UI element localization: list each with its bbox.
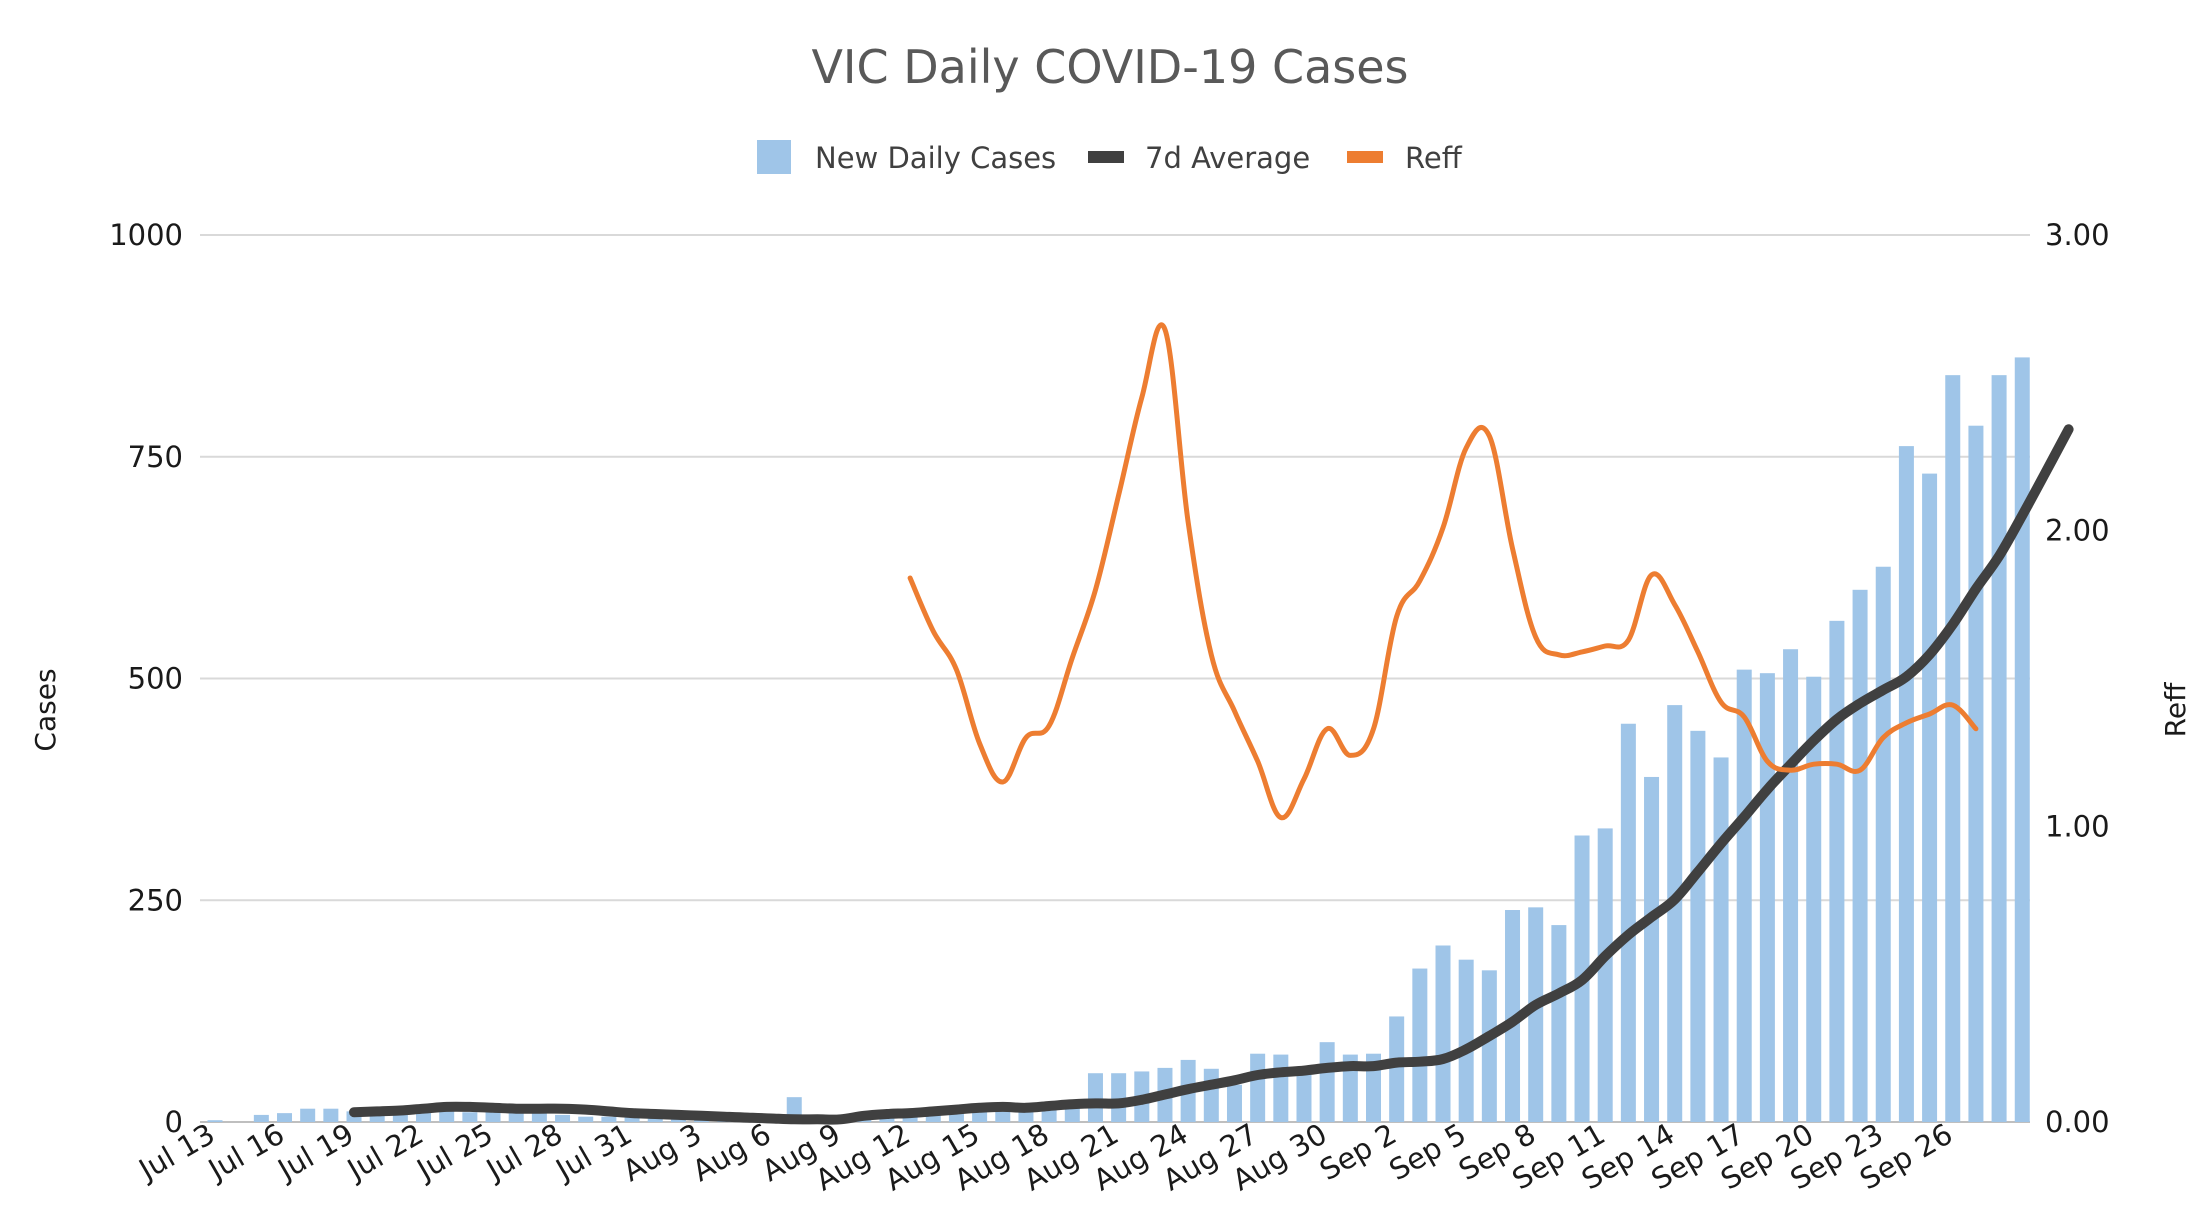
bar-new-daily-cases: [1783, 649, 1799, 1122]
bar-new-daily-cases: [1203, 1068, 1219, 1122]
y-tick-label: 1000: [109, 218, 183, 252]
bar-new-daily-cases: [207, 1120, 223, 1122]
bar-new-daily-cases: [1898, 446, 1914, 1123]
legend-swatch-7d-average: [1088, 151, 1124, 163]
bar-new-daily-cases: [1713, 757, 1729, 1122]
gridlines: [200, 234, 2030, 1123]
x-tick-label: Jul 28: [479, 1117, 568, 1188]
bar-new-daily-cases: [1528, 907, 1544, 1122]
bar-new-daily-cases: [253, 1114, 269, 1122]
bar-new-daily-cases: [1458, 959, 1474, 1122]
bar-series-new-daily-cases: [207, 357, 2030, 1123]
y2-tick-label: 1.00: [2045, 809, 2110, 843]
bar-new-daily-cases: [1389, 1016, 1405, 1122]
x-tick-label: Jul 31: [549, 1117, 638, 1188]
bar-new-daily-cases: [1667, 705, 1683, 1122]
bar-new-daily-cases: [1273, 1054, 1289, 1122]
x-tick-label: Jul 22: [340, 1117, 429, 1188]
bar-new-daily-cases: [647, 1118, 663, 1122]
bar-new-daily-cases: [601, 1116, 617, 1122]
legend-label-reff: Reff: [1405, 141, 1463, 175]
x-tick-label: Aug 3: [617, 1117, 707, 1189]
bar-new-daily-cases: [1759, 673, 1775, 1122]
legend-swatch-new-daily-cases: [757, 140, 791, 174]
bar-new-daily-cases: [624, 1117, 640, 1122]
bar-new-daily-cases: [323, 1108, 339, 1122]
bar-new-daily-cases: [1875, 566, 1891, 1122]
bar-new-daily-cases: [508, 1112, 524, 1122]
x-tick-label: Jul 19: [271, 1117, 360, 1188]
bar-new-daily-cases: [1736, 669, 1752, 1122]
bar-new-daily-cases: [1481, 970, 1497, 1122]
bar-new-daily-cases: [1644, 776, 1660, 1122]
bar-new-daily-cases: [1226, 1084, 1242, 1122]
bar-new-daily-cases: [1945, 375, 1961, 1122]
x-tick-label: Sep 5: [1383, 1117, 1471, 1188]
bar-new-daily-cases: [1342, 1054, 1358, 1122]
bar-new-daily-cases: [1111, 1073, 1127, 1122]
bar-new-daily-cases: [1319, 1042, 1335, 1122]
bar-new-daily-cases: [531, 1113, 547, 1122]
y-axis-ticks: 0 250 500 750 1000: [109, 218, 183, 1139]
y-tick-label: 250: [128, 883, 183, 917]
bar-new-daily-cases: [2014, 357, 2030, 1122]
y2-tick-label: 3.00: [2045, 218, 2110, 252]
y2-axis-ticks: 0.00 1.00 2.00 3.00: [2045, 218, 2110, 1139]
x-tick-label: Sep 2: [1314, 1117, 1402, 1188]
bar-new-daily-cases: [439, 1111, 455, 1122]
bar-new-daily-cases: [1250, 1053, 1266, 1122]
bar-new-daily-cases: [1852, 589, 1868, 1122]
bar-new-daily-cases: [277, 1113, 293, 1122]
bar-new-daily-cases: [1806, 676, 1822, 1122]
x-tick-label: Jul 25: [410, 1117, 499, 1188]
bar-new-daily-cases: [1922, 473, 1938, 1122]
y2-tick-label: 0.00: [2045, 1105, 2110, 1139]
bar-new-daily-cases: [369, 1111, 385, 1122]
bar-new-daily-cases: [1690, 730, 1706, 1122]
bar-new-daily-cases: [925, 1112, 941, 1122]
bar-new-daily-cases: [1829, 620, 1845, 1122]
y-tick-label: 750: [128, 440, 183, 474]
bar-new-daily-cases: [1296, 1067, 1312, 1122]
bar-new-daily-cases: [1087, 1073, 1103, 1122]
bar-new-daily-cases: [694, 1120, 710, 1122]
bar-new-daily-cases: [1991, 375, 2007, 1122]
legend-swatch-reff: [1347, 151, 1383, 163]
x-tick-label: Jul 16: [201, 1117, 290, 1188]
bar-new-daily-cases: [578, 1116, 594, 1122]
bar-new-daily-cases: [1968, 425, 1984, 1123]
bar-new-daily-cases: [1551, 925, 1567, 1122]
x-tick-label: Aug 6: [687, 1117, 777, 1189]
y-axis-title: Cases: [29, 668, 62, 751]
bar-new-daily-cases: [555, 1114, 571, 1122]
bar-new-daily-cases: [416, 1111, 432, 1122]
legend: New Daily Cases 7d Average Reff: [757, 140, 1463, 175]
bar-new-daily-cases: [1435, 945, 1451, 1122]
bar-new-daily-cases: [462, 1112, 478, 1122]
y-tick-label: 500: [128, 662, 183, 696]
bar-new-daily-cases: [1620, 723, 1636, 1122]
bar-new-daily-cases: [1597, 828, 1613, 1122]
y2-tick-label: 2.00: [2045, 514, 2110, 548]
y2-axis-title: Reff: [2159, 682, 2192, 737]
bar-new-daily-cases: [1412, 968, 1428, 1122]
legend-label-7d-average: 7d Average: [1145, 141, 1310, 175]
chart-title: VIC Daily COVID-19 Cases: [811, 40, 1408, 94]
bar-new-daily-cases: [392, 1110, 408, 1122]
line-reff: [907, 322, 1979, 821]
bar-new-daily-cases: [300, 1108, 316, 1122]
y-tick-label: 0: [165, 1105, 183, 1139]
bar-new-daily-cases: [485, 1111, 501, 1122]
bar-new-daily-cases: [670, 1119, 686, 1122]
legend-label-new-daily-cases: New Daily Cases: [815, 141, 1056, 175]
